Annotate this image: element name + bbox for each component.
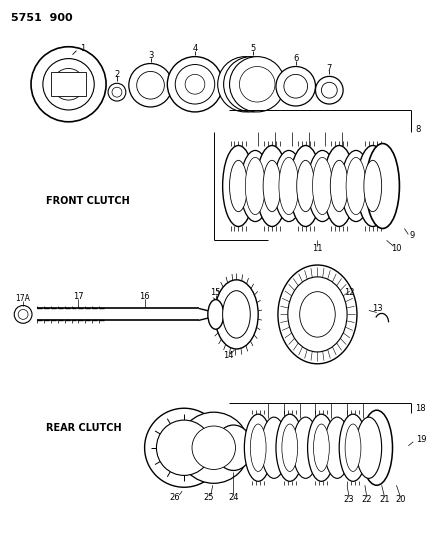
Text: 21: 21 [379,495,390,504]
Text: 12: 12 [344,288,354,297]
Circle shape [137,71,164,99]
Text: 15: 15 [211,288,221,297]
Circle shape [227,67,263,102]
Text: 25: 25 [203,492,214,502]
Ellipse shape [274,150,304,222]
Circle shape [43,59,94,110]
Circle shape [175,64,215,104]
Ellipse shape [357,146,389,227]
Ellipse shape [314,424,329,472]
Ellipse shape [230,160,248,212]
Text: 11: 11 [312,244,323,253]
Text: 4: 4 [192,44,198,53]
Ellipse shape [339,414,367,481]
Circle shape [112,87,122,97]
Ellipse shape [361,410,393,485]
Circle shape [53,68,85,100]
Text: 8: 8 [415,125,420,134]
Ellipse shape [263,160,281,212]
Text: 24: 24 [228,492,239,502]
Text: 1: 1 [80,44,85,53]
Text: 13: 13 [372,304,382,313]
Circle shape [239,67,275,102]
Circle shape [218,56,273,112]
Text: 26: 26 [169,492,180,502]
Text: 23: 23 [344,495,354,504]
Text: 5751  900: 5751 900 [11,13,73,23]
Ellipse shape [279,157,299,215]
Ellipse shape [208,300,224,329]
Text: 6: 6 [293,54,299,63]
Circle shape [284,75,308,98]
Circle shape [14,305,32,324]
Ellipse shape [261,417,287,478]
Circle shape [230,56,285,112]
Ellipse shape [324,417,350,478]
Ellipse shape [323,146,355,227]
Circle shape [178,412,249,483]
Ellipse shape [256,146,288,227]
Text: REAR CLUTCH: REAR CLUTCH [46,423,121,433]
Ellipse shape [240,150,270,222]
Text: 16: 16 [139,292,150,301]
Circle shape [167,56,223,112]
Circle shape [18,310,28,319]
Ellipse shape [297,160,314,212]
Ellipse shape [346,157,366,215]
Text: 22: 22 [362,495,372,504]
Circle shape [233,67,269,102]
Text: FRONT CLUTCH: FRONT CLUTCH [46,196,130,206]
Ellipse shape [290,146,321,227]
Text: 18: 18 [415,403,426,413]
Circle shape [224,56,279,112]
Ellipse shape [276,414,304,481]
Circle shape [108,83,126,101]
Bar [51,72,86,96]
Ellipse shape [364,160,382,212]
Text: 9: 9 [410,231,415,240]
Circle shape [31,47,106,122]
Circle shape [276,67,315,106]
Text: 17: 17 [73,292,84,301]
Circle shape [321,82,337,98]
Ellipse shape [356,417,382,478]
Ellipse shape [312,157,332,215]
Circle shape [157,420,212,475]
Circle shape [129,63,172,107]
Ellipse shape [288,277,347,352]
Ellipse shape [293,417,318,478]
Text: 2: 2 [114,70,120,79]
Ellipse shape [215,280,258,349]
Circle shape [145,408,224,487]
Ellipse shape [223,146,254,227]
Ellipse shape [300,292,335,337]
Ellipse shape [330,160,348,212]
Ellipse shape [308,150,337,222]
Circle shape [185,75,205,94]
Ellipse shape [366,143,399,229]
Ellipse shape [250,424,266,472]
Text: 5: 5 [251,44,256,53]
Text: 10: 10 [391,244,402,253]
Ellipse shape [215,425,252,471]
Text: 20: 20 [395,495,406,504]
Text: 3: 3 [148,51,153,60]
Ellipse shape [245,414,272,481]
Ellipse shape [341,150,371,222]
Ellipse shape [282,424,298,472]
Text: 17A: 17A [16,294,30,303]
Circle shape [315,76,343,104]
Text: 7: 7 [326,64,332,73]
Ellipse shape [223,290,250,338]
Ellipse shape [278,265,357,364]
Text: 19: 19 [416,435,427,445]
Ellipse shape [308,414,335,481]
Circle shape [192,426,236,470]
Ellipse shape [345,424,361,472]
Text: 14: 14 [224,351,234,360]
Ellipse shape [245,157,265,215]
